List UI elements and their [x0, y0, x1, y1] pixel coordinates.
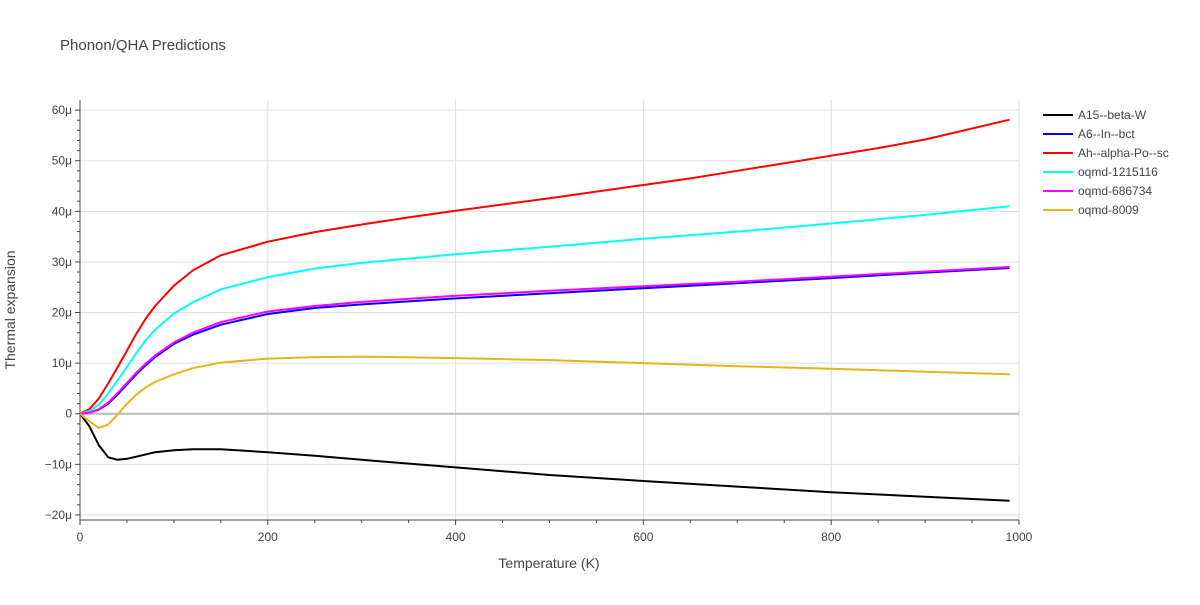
- series-line-oqmd-1215116[interactable]: [79, 205, 1010, 415]
- x-tick-label: 0: [77, 530, 84, 544]
- y-tick-label: −20μ: [45, 508, 72, 522]
- y-tick-label: 50μ: [52, 154, 72, 168]
- series-line-a15-beta-w[interactable]: [79, 413, 1010, 502]
- plot-area: [79, 118, 1010, 502]
- legend-item-a6-in-bct[interactable]: A6--In--bct: [1043, 127, 1135, 141]
- grid-lines: [80, 100, 1020, 520]
- legend-label: oqmd-686734: [1078, 184, 1152, 198]
- x-axis-title: Temperature (K): [498, 555, 599, 571]
- y-tick-label: 30μ: [52, 255, 72, 269]
- legend-item-oqmd-686734[interactable]: oqmd-686734: [1043, 184, 1152, 198]
- y-axis-title: Thermal expansion: [2, 250, 18, 369]
- legend-item-oqmd-1215116[interactable]: oqmd-1215116: [1043, 165, 1158, 179]
- y-tick-label: 0: [65, 407, 72, 421]
- legend-item-oqmd-8009[interactable]: oqmd-8009: [1043, 203, 1139, 217]
- x-tick-label: 1000: [1006, 530, 1033, 544]
- x-tick-label: 800: [821, 530, 841, 544]
- y-tick-label: 60μ: [52, 103, 72, 117]
- legend-label: oqmd-1215116: [1078, 165, 1158, 179]
- y-tick-label: 20μ: [52, 306, 72, 320]
- series-line-oqmd-8009[interactable]: [79, 355, 1010, 429]
- x-tick-label: 200: [258, 530, 278, 544]
- y-tick-label: 40μ: [52, 204, 72, 218]
- series-line-ah-alpha-po-sc[interactable]: [79, 118, 1010, 415]
- series-line-oqmd-686734[interactable]: [79, 266, 1010, 415]
- y-tick-label: 10μ: [52, 356, 72, 370]
- legend[interactable]: A15--beta-W A6--In--bct Ah--alpha-Po--sc oq…: [1043, 108, 1169, 217]
- x-tick-label: 600: [633, 530, 653, 544]
- legend-label: Ah--alpha-Po--sc: [1078, 146, 1169, 160]
- legend-label: oqmd-8009: [1078, 203, 1139, 217]
- x-tick-label: 400: [446, 530, 466, 544]
- axes: 0 200 400 600 800 1000 −20μ −10μ 0 10μ 20μ 30μ 40μ 50…: [45, 100, 1033, 544]
- legend-label: A15--beta-W: [1078, 108, 1147, 122]
- chart-title: Phonon/QHA Predictions: [60, 37, 226, 54]
- legend-item-ah-alpha-po-sc[interactable]: Ah--alpha-Po--sc: [1043, 146, 1169, 160]
- legend-label: A6--In--bct: [1078, 127, 1135, 141]
- y-tick-label: −10μ: [45, 457, 72, 471]
- legend-item-a15-beta-w[interactable]: A15--beta-W: [1043, 108, 1147, 122]
